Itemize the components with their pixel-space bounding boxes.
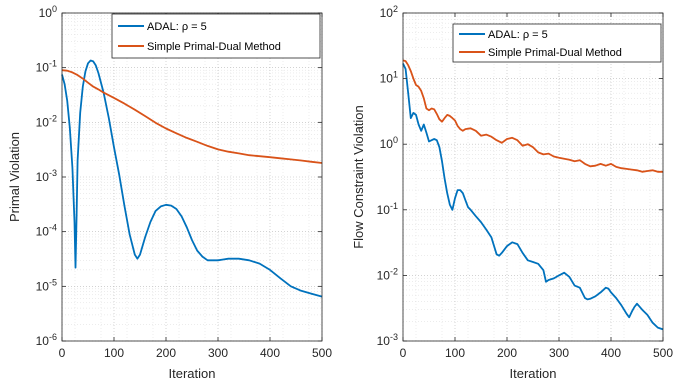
x-tick-label: 500	[312, 346, 332, 360]
legend-label-primal-dual: Simple Primal-Dual Method	[488, 47, 622, 59]
x-tick-label: 200	[156, 346, 176, 360]
legend-label-adal: ADAL: ρ = 5	[147, 21, 207, 33]
series-line-adal-5	[61, 59, 323, 298]
series-line-simple-primal-dual-method	[61, 69, 323, 164]
series-lines	[61, 59, 323, 298]
legend: ADAL: ρ = 5 Simple Primal-Dual Method	[111, 13, 321, 59]
legend-box	[452, 23, 662, 63]
x-tick-label: 0	[59, 346, 66, 360]
legend-label-adal: ADAL: ρ = 5	[488, 29, 548, 41]
y-axis-label: Primal Violation	[7, 132, 22, 222]
legend-box	[111, 13, 321, 59]
tick-marks	[402, 12, 664, 342]
x-axis-label: Iteration	[510, 366, 557, 381]
x-tick-label: 300	[208, 346, 228, 360]
series-line-adal-5	[402, 63, 664, 331]
primal-violation-plot: 0 100 200 300 400 500 10-610-510-410-310-210-…	[7, 4, 332, 381]
x-tick-label: 100	[104, 346, 124, 360]
x-tick-label: 500	[653, 346, 673, 360]
y-axis-label: Flow Constraint Violation	[351, 105, 366, 249]
x-tick-label: 100	[445, 346, 465, 360]
series-lines	[402, 59, 664, 331]
x-tick-label: 0	[400, 346, 407, 360]
x-axis-label: Iteration	[169, 366, 216, 381]
x-tick-label: 300	[549, 346, 569, 360]
legend-label-primal-dual: Simple Primal-Dual Method	[147, 41, 281, 53]
x-tick-label: 400	[260, 346, 280, 360]
x-tick-label: 400	[601, 346, 621, 360]
x-tick-label: 200	[497, 346, 517, 360]
legend: ADAL: ρ = 5 Simple Primal-Dual Method	[452, 23, 662, 63]
x-tick-labels: 0 100 200 300 400 500	[400, 346, 674, 360]
axes-frame	[402, 12, 664, 342]
x-tick-labels: 0 100 200 300 400 500	[59, 346, 333, 360]
series-line-simple-primal-dual-method	[402, 59, 663, 173]
